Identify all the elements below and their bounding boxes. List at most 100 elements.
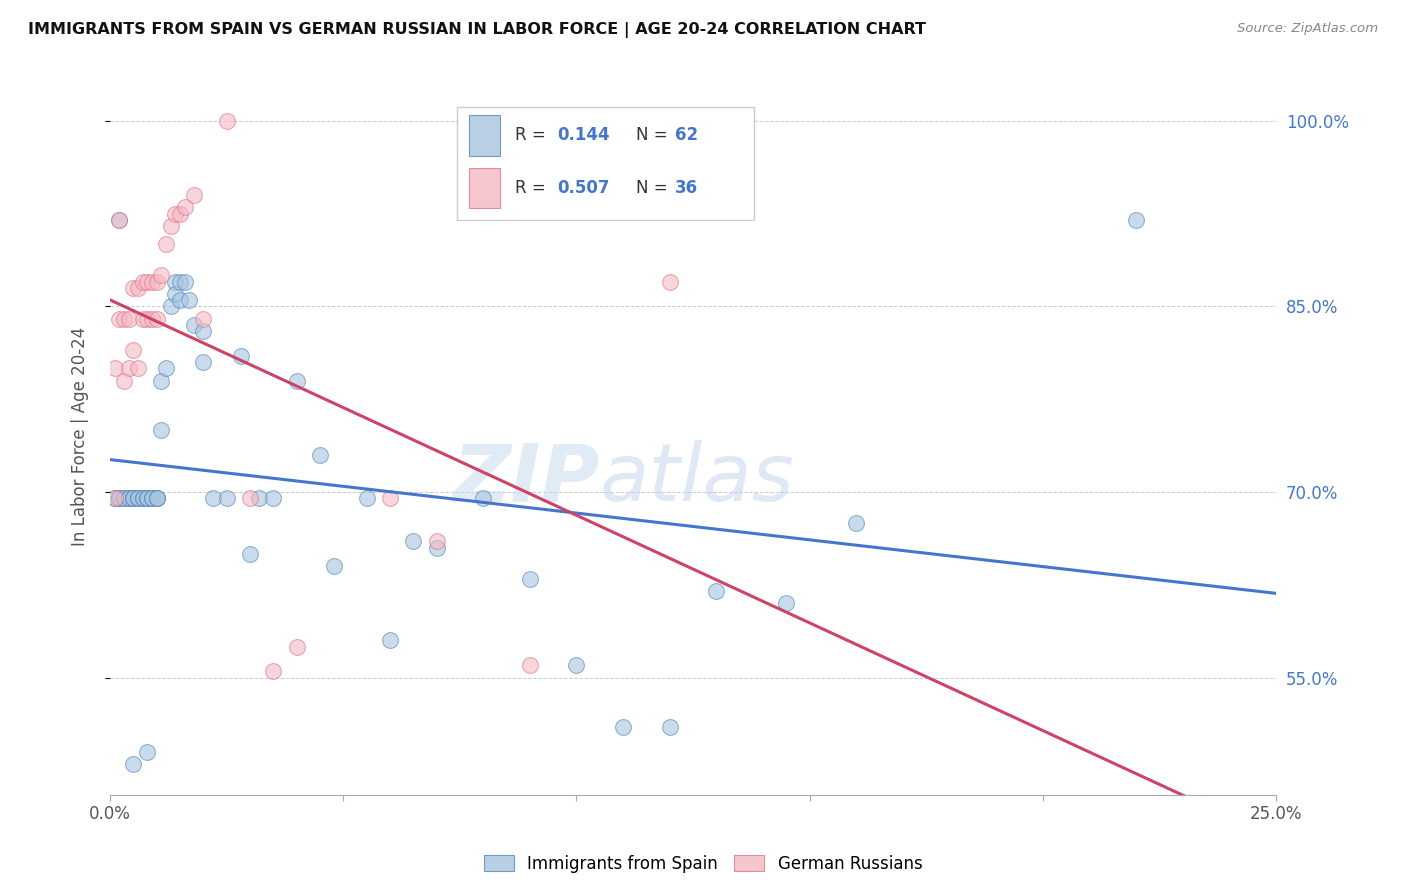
Point (118, 361, 141, 376)
Point (104, 491, 127, 505)
Point (108, 311, 131, 326)
Point (136, 745, 159, 759)
Point (519, 572, 541, 586)
Point (122, 491, 145, 505)
Point (425, 534, 447, 549)
Point (472, 491, 495, 505)
Point (132, 491, 155, 505)
Point (132, 275, 155, 289)
Point (169, 275, 191, 289)
Point (104, 491, 127, 505)
Point (658, 275, 681, 289)
Point (112, 491, 135, 505)
Point (122, 491, 145, 505)
Point (118, 311, 141, 326)
Text: atlas: atlas (600, 441, 794, 518)
Point (141, 311, 163, 326)
Point (193, 324, 215, 338)
Point (165, 206, 187, 220)
Point (122, 281, 145, 295)
Point (122, 757, 145, 772)
Point (183, 318, 205, 332)
Text: ZIP: ZIP (453, 441, 600, 518)
Point (145, 491, 167, 505)
Point (229, 349, 252, 363)
Point (285, 374, 308, 388)
Point (658, 720, 681, 734)
Point (145, 491, 167, 505)
Point (132, 491, 155, 505)
Point (108, 491, 131, 505)
Point (356, 491, 378, 505)
Point (141, 491, 163, 505)
Point (173, 200, 195, 214)
Point (155, 237, 177, 252)
Point (193, 355, 215, 369)
Point (201, 491, 224, 505)
Point (150, 374, 173, 388)
Point (1125, 212, 1147, 227)
Point (165, 287, 187, 301)
Point (262, 665, 284, 679)
Point (706, 583, 728, 598)
Point (118, 491, 141, 505)
Point (127, 491, 149, 505)
Point (127, 361, 149, 376)
Point (239, 491, 262, 505)
Point (378, 633, 401, 648)
Point (118, 491, 141, 505)
Point (239, 547, 262, 561)
Point (108, 212, 131, 227)
Point (141, 275, 163, 289)
Point (108, 491, 131, 505)
Point (155, 361, 177, 376)
Point (122, 491, 145, 505)
Point (136, 491, 159, 505)
Point (173, 275, 195, 289)
Point (127, 491, 149, 505)
Text: IMMIGRANTS FROM SPAIN VS GERMAN RUSSIAN IN LABOR FORCE | AGE 20-24 CORRELATION C: IMMIGRANTS FROM SPAIN VS GERMAN RUSSIAN … (28, 22, 927, 38)
Point (145, 491, 167, 505)
Point (112, 491, 135, 505)
Point (104, 361, 127, 376)
Point (108, 212, 131, 227)
Point (247, 491, 270, 505)
Point (141, 491, 163, 505)
Point (136, 491, 159, 505)
Point (145, 311, 167, 326)
Point (519, 658, 541, 673)
Point (150, 268, 173, 283)
Point (112, 374, 135, 388)
Point (165, 275, 187, 289)
Point (378, 491, 401, 505)
Point (132, 311, 155, 326)
Point (127, 491, 149, 505)
Y-axis label: In Labor Force | Age 20-24: In Labor Force | Age 20-24 (72, 326, 89, 546)
Point (136, 275, 159, 289)
Point (612, 720, 634, 734)
Point (150, 423, 173, 437)
Point (159, 219, 181, 233)
Point (323, 559, 346, 574)
Point (309, 448, 332, 462)
Point (145, 275, 167, 289)
Point (215, 491, 238, 505)
Point (193, 311, 215, 326)
Point (136, 491, 159, 505)
Point (402, 534, 425, 549)
Point (262, 491, 284, 505)
Point (183, 188, 205, 202)
Point (215, 113, 238, 128)
Point (775, 596, 797, 610)
Text: Source: ZipAtlas.com: Source: ZipAtlas.com (1237, 22, 1378, 36)
Legend: Immigrants from Spain, German Russians: Immigrants from Spain, German Russians (477, 848, 929, 880)
Point (104, 491, 127, 505)
Point (159, 299, 181, 313)
Point (179, 293, 201, 307)
Point (122, 343, 145, 357)
Point (136, 311, 159, 326)
Point (169, 206, 191, 220)
Point (127, 281, 149, 295)
Point (112, 311, 135, 326)
Point (425, 541, 447, 555)
